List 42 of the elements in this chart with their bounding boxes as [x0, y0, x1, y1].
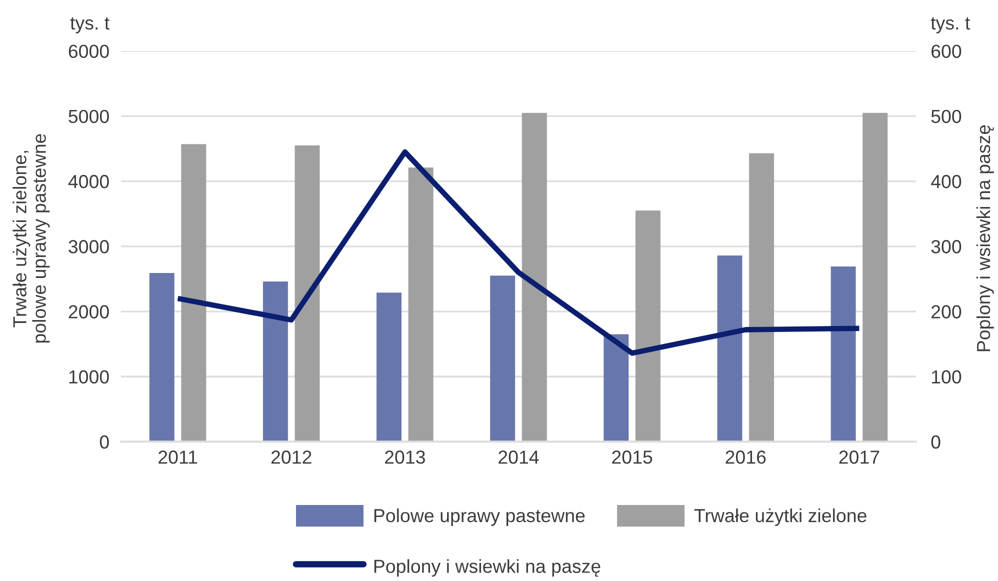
- text: tys. t: [930, 17, 970, 34]
- legend-label: Polowe uprawy pastewne: [374, 508, 585, 526]
- bar: [635, 210, 660, 442]
- y-axis-title: Trwałe użytki zielone, polowe uprawy pastewne: [12, 134, 50, 343]
- x-tick-label: 2011: [158, 450, 198, 464]
- bar: [181, 144, 206, 442]
- x-tick-label: 2012: [271, 450, 312, 464]
- bar: [376, 292, 402, 442]
- x-tick-label: 2016: [726, 450, 766, 464]
- y-tick-label: 3000: [68, 240, 109, 254]
- y2-tick-label: 0: [931, 435, 940, 449]
- x-tick-label: 2013: [385, 450, 425, 464]
- x-tick-label: 2014: [498, 450, 539, 464]
- y2-tick-label: 200: [932, 305, 962, 318]
- y2-tick-label: 500: [931, 110, 962, 124]
- y2-tick-label: 400: [931, 174, 962, 188]
- y-tick-label: 4000: [68, 174, 109, 188]
- bar: [604, 334, 629, 442]
- y-tick-label: 2000: [68, 305, 109, 318]
- bar: [749, 153, 774, 442]
- bar: [149, 273, 174, 442]
- legend-label: Poplony i wsiewki na paszę: [374, 559, 600, 577]
- text: tys. t: [70, 17, 110, 34]
- y-tick-label: 1000: [69, 370, 109, 384]
- y2-tick-label: 100: [932, 370, 962, 384]
- y-tick-label: 5000: [68, 110, 109, 124]
- bar: [490, 276, 516, 442]
- x-tick-label: 2017: [839, 450, 880, 464]
- y2-axis-title: Poplony i wsiewki na paszę: [976, 125, 994, 352]
- x-tick-label: 2015: [612, 450, 652, 464]
- bar: [522, 112, 547, 442]
- bar: [262, 282, 288, 442]
- bar: [408, 168, 434, 442]
- bar: [717, 255, 742, 442]
- bar: [830, 266, 856, 442]
- y2-tick-label: 600: [932, 44, 962, 58]
- y-tick-label: 6000: [68, 44, 109, 58]
- legend-label: Trwałe użytki zielone: [694, 508, 866, 526]
- y-tick-label: 0: [100, 435, 109, 449]
- bar: [294, 145, 320, 442]
- bar: [862, 112, 888, 442]
- y2-tick-label: 300: [931, 240, 962, 254]
